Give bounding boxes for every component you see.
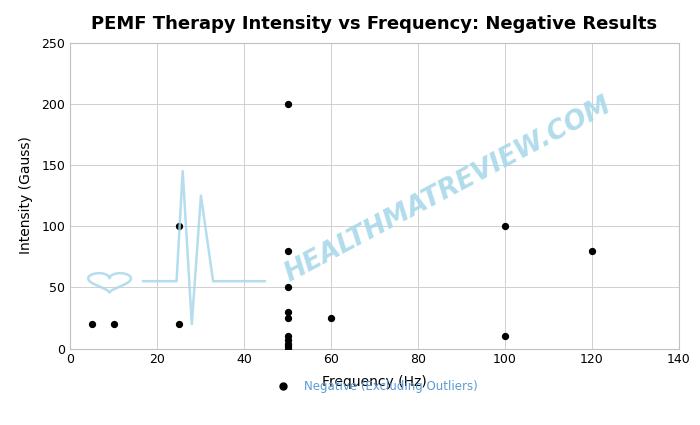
- Point: [282, 333, 293, 340]
- Point: [499, 223, 510, 230]
- Point: [282, 309, 293, 315]
- Point: [282, 337, 293, 343]
- Legend: Negative (Excluding Outliers): Negative (Excluding Outliers): [267, 375, 482, 398]
- Point: [326, 314, 337, 321]
- Point: [282, 343, 293, 349]
- Point: [282, 284, 293, 291]
- Point: [173, 320, 184, 327]
- Point: [499, 333, 510, 340]
- Point: [282, 314, 293, 321]
- Point: [108, 320, 119, 327]
- X-axis label: Frequency (Hz): Frequency (Hz): [322, 375, 427, 389]
- Point: [86, 320, 97, 327]
- Point: [282, 345, 293, 352]
- Point: [173, 223, 184, 230]
- Text: HEALTHMATREVIEW.COM: HEALTHMATREVIEW.COM: [280, 92, 615, 287]
- Title: PEMF Therapy Intensity vs Frequency: Negative Results: PEMF Therapy Intensity vs Frequency: Neg…: [92, 14, 657, 33]
- Point: [282, 100, 293, 107]
- Y-axis label: Intensity (Gauss): Intensity (Gauss): [19, 136, 33, 255]
- Point: [282, 247, 293, 254]
- Point: [282, 340, 293, 347]
- Point: [587, 247, 598, 254]
